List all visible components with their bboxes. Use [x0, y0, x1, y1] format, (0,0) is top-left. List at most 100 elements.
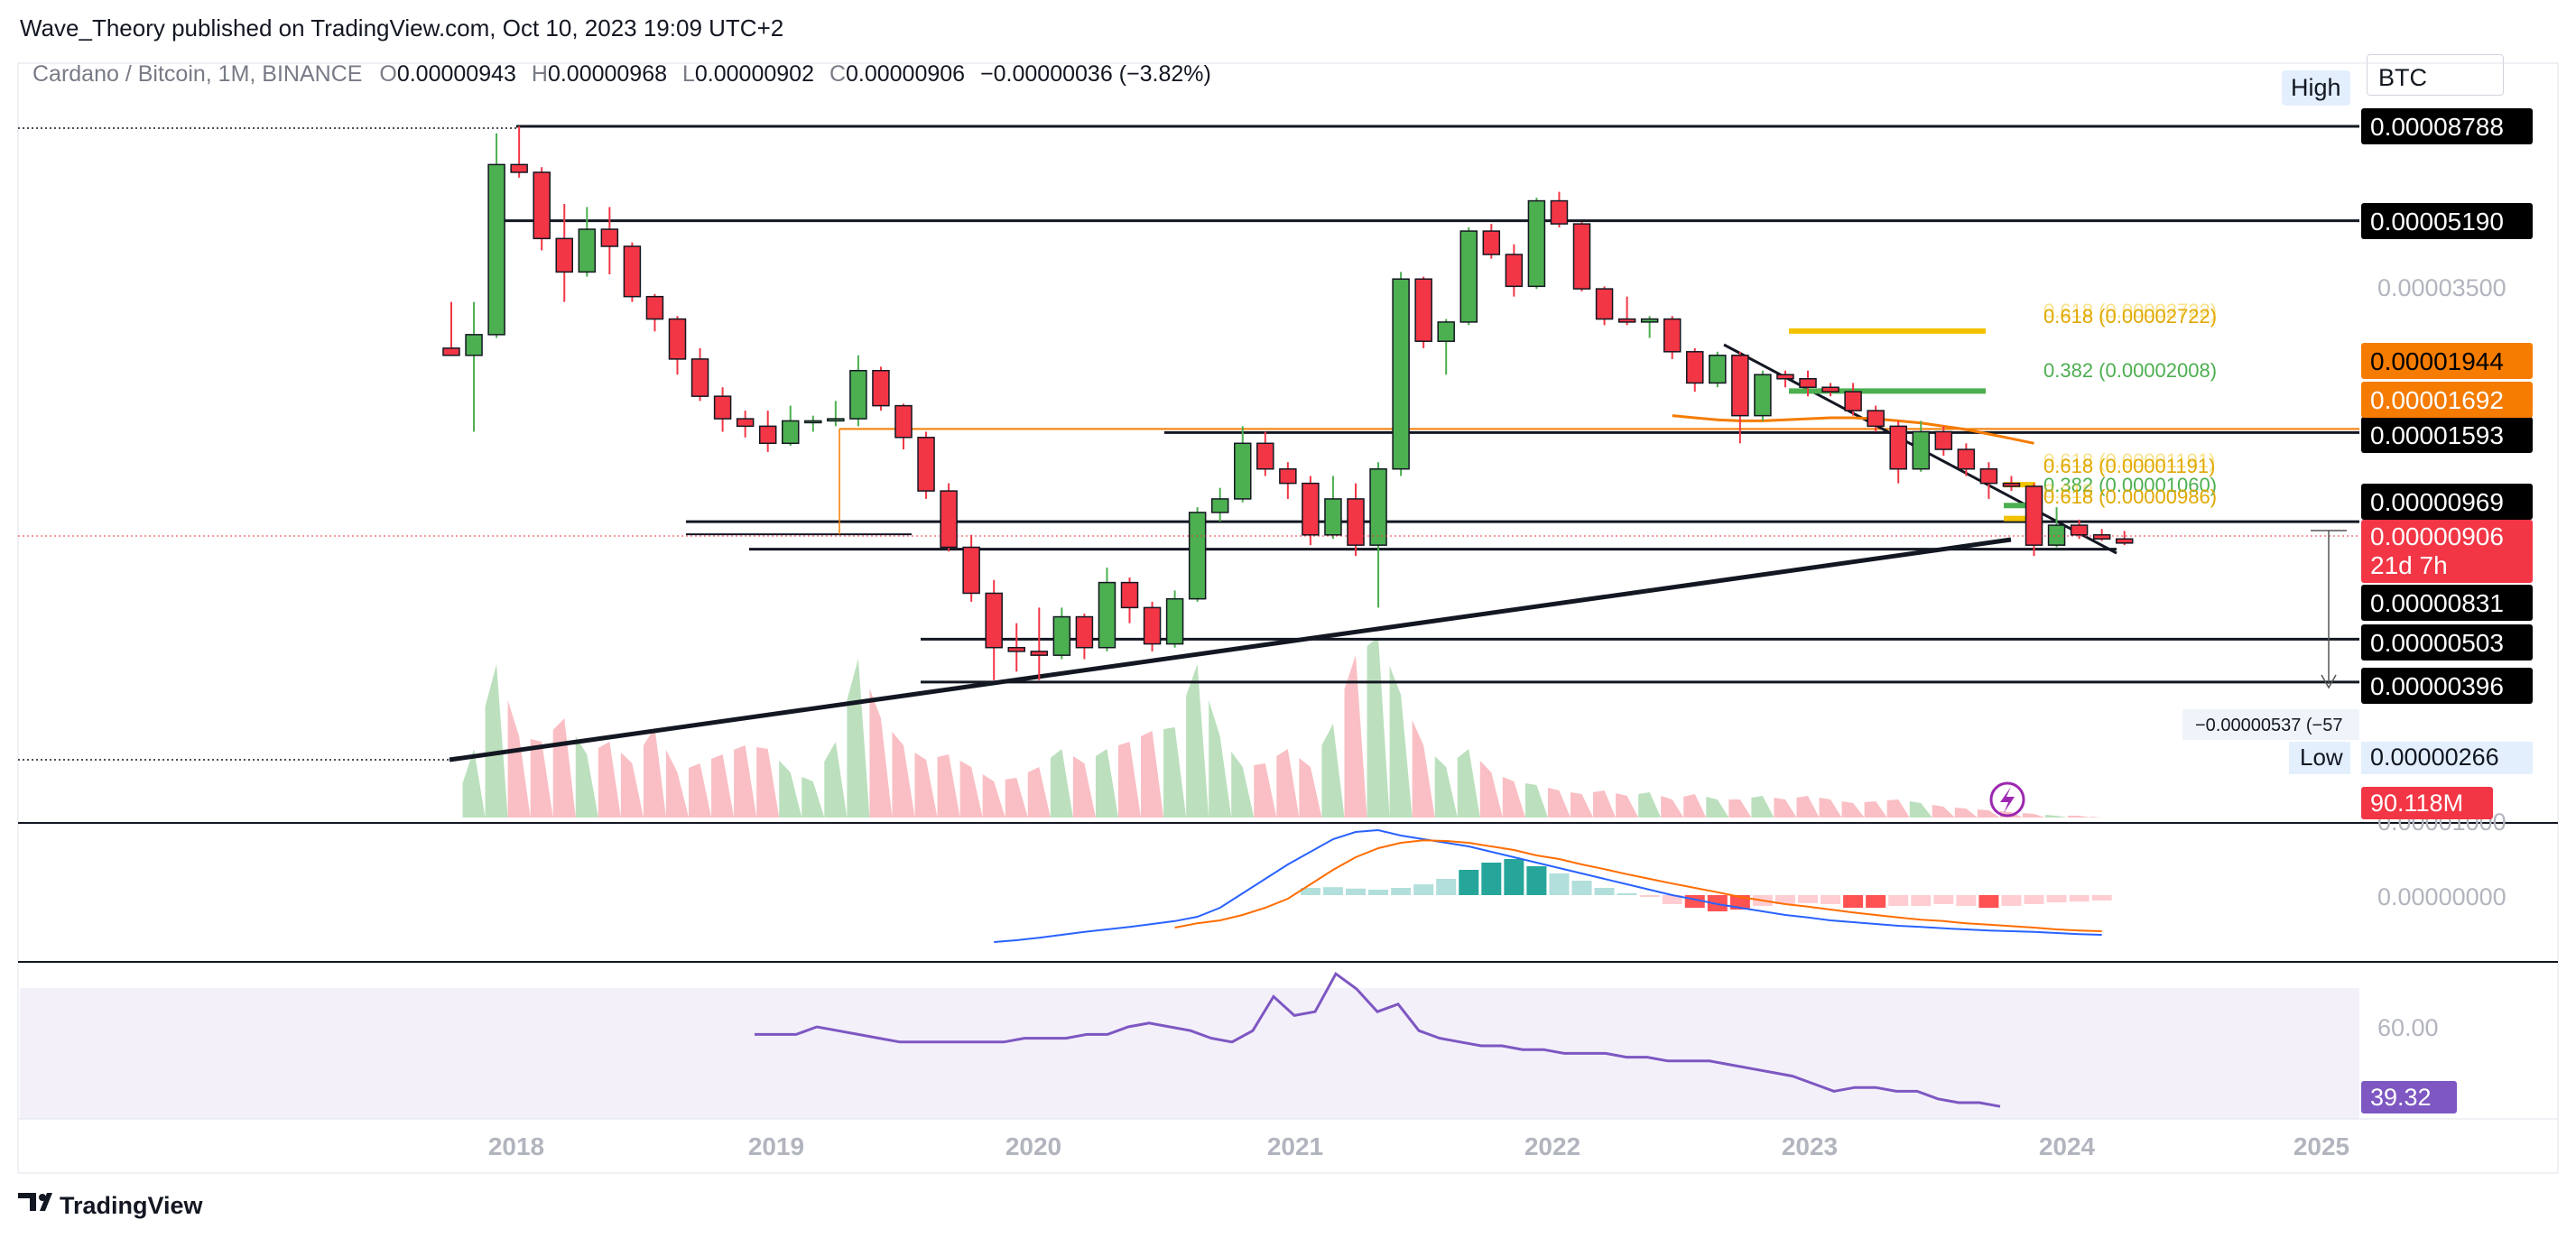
- year-tick: 2023: [1782, 1132, 1838, 1160]
- candle-body: [1640, 318, 1659, 323]
- volume-bar: [1231, 752, 1255, 818]
- volume-bar: [892, 732, 915, 818]
- fib-ghost-label: 0.618: [2043, 480, 2093, 503]
- volume-bar: [689, 763, 712, 818]
- rsi-layer: [755, 971, 2001, 1108]
- candle-body: [2025, 485, 2043, 546]
- volume-bar: [1321, 724, 1345, 818]
- volume-bar: [1389, 666, 1413, 818]
- candle-body: [849, 369, 867, 420]
- price-tick: 0.00003500: [2377, 274, 2507, 301]
- candle-body: [1188, 512, 1207, 600]
- measure-tool[interactable]: [2311, 530, 2347, 689]
- candle-body: [2002, 482, 2021, 487]
- fib-label: 0.382 (0.00002008): [2043, 359, 2217, 382]
- fib-ghost-label: 0.618 (0.00001191): [2043, 449, 2215, 472]
- macd-layer: [994, 828, 2112, 943]
- ema-curve: [1672, 414, 2034, 445]
- macd-histogram-bar: [1911, 895, 1932, 906]
- year-tick: 2022: [1524, 1132, 1580, 1160]
- volume-bar: [1095, 749, 1118, 818]
- candle-body: [1731, 355, 1749, 417]
- open-value: 0.00000943: [396, 61, 516, 87]
- volume-bar: [1254, 763, 1277, 818]
- close-label: C: [829, 61, 846, 87]
- macd-histogram-bar: [1391, 888, 1412, 895]
- measure-label: −0.00000537 (−57: [2195, 716, 2343, 735]
- volume-bar: [1457, 749, 1480, 818]
- macd-histogram-bar: [2069, 895, 2090, 902]
- fib-label: 0.618 (0.00002722): [2043, 305, 2217, 328]
- candle-body: [1392, 278, 1410, 470]
- volume-bar: [1774, 798, 1797, 818]
- candle-body: [1482, 230, 1501, 255]
- volume-bar: [1864, 801, 1887, 818]
- level-tag-bg: [2361, 417, 2533, 453]
- level-tag: 0.00000831: [2370, 589, 2504, 617]
- macd-histogram-bar: [1459, 870, 1479, 895]
- volume-bar: [824, 742, 848, 818]
- volume-bar: [1706, 797, 1729, 818]
- currency-select[interactable]: BTC: [2367, 54, 2504, 96]
- rsi-tag-bg: [2361, 1081, 2457, 1113]
- candle-body: [1505, 254, 1524, 288]
- candle-body: [758, 425, 777, 445]
- rsi-band: [20, 988, 2359, 1119]
- volume-bar: [462, 749, 486, 818]
- candle-body: [1595, 288, 1614, 320]
- candle-body: [1279, 467, 1297, 485]
- candle-body: [1437, 321, 1455, 342]
- volume-bar: [1209, 700, 1232, 818]
- candle-body: [1572, 223, 1591, 290]
- low-label: L: [681, 61, 695, 87]
- volume-bar: [1616, 793, 1639, 818]
- candle-body: [1754, 374, 1772, 417]
- volume-bar: [507, 700, 531, 818]
- footer-brand: TradingView: [60, 1192, 204, 1219]
- candle-body: [1007, 646, 1025, 652]
- ascending-trendline: [449, 537, 2012, 762]
- macd-histogram-bar: [1413, 884, 1434, 895]
- level-tag: 0.00000969: [2370, 488, 2504, 516]
- current-price-bg: [2361, 520, 2533, 583]
- tradingview-logo: [18, 1193, 52, 1211]
- volume-bar: [485, 664, 508, 818]
- low-toggle[interactable]: Low: [2300, 744, 2343, 771]
- volume-bar: [1005, 778, 1028, 818]
- volume-bar: [552, 718, 576, 818]
- candle-body: [1052, 615, 1071, 656]
- low-value-tag: 0.00000266: [2370, 744, 2499, 771]
- macd-histogram-bar: [1798, 895, 1818, 903]
- volume-bar: [1932, 805, 1955, 818]
- fib-ghost-label: 0.618 (0.00002722): [2043, 300, 2217, 322]
- candle-body: [533, 171, 551, 240]
- volume-bar: [1728, 799, 1752, 818]
- volume-bar: [802, 777, 825, 818]
- rsi-tick: 60.00: [2377, 1014, 2439, 1041]
- level-tag: 0.00000396: [2370, 672, 2504, 700]
- volume-bar: [756, 747, 780, 818]
- high-toggle[interactable]: High: [2282, 70, 2350, 106]
- volume-bar: [1412, 720, 1435, 818]
- volume-bar: [914, 753, 938, 818]
- macd-histogram-bar: [1322, 887, 1343, 895]
- macd-histogram-bar: [1526, 866, 1547, 895]
- low-toggle-bg: [2289, 742, 2350, 774]
- fib-label: 0.618 (0.00001191): [2043, 455, 2215, 477]
- level-tag-bg: [2361, 624, 2533, 661]
- lightning-icon[interactable]: [1989, 781, 2025, 818]
- macd-histogram-bar: [1571, 881, 1592, 895]
- candle-body: [1527, 199, 1546, 288]
- candle-body: [1030, 651, 1049, 656]
- level-tag: 0.00008788: [2370, 113, 2504, 141]
- volume-bar: [1909, 801, 1932, 818]
- candle-body: [1369, 467, 1387, 546]
- macd-histogram-bar: [1729, 895, 1750, 910]
- volume-bar: [734, 745, 757, 818]
- candle-body: [1210, 498, 1229, 513]
- trend-lines: [449, 343, 2117, 762]
- ema-tag: 0.00001692: [2370, 386, 2504, 414]
- chart-frame: [17, 62, 2559, 1174]
- candle-body: [1663, 318, 1682, 353]
- candle-body: [1075, 615, 1094, 649]
